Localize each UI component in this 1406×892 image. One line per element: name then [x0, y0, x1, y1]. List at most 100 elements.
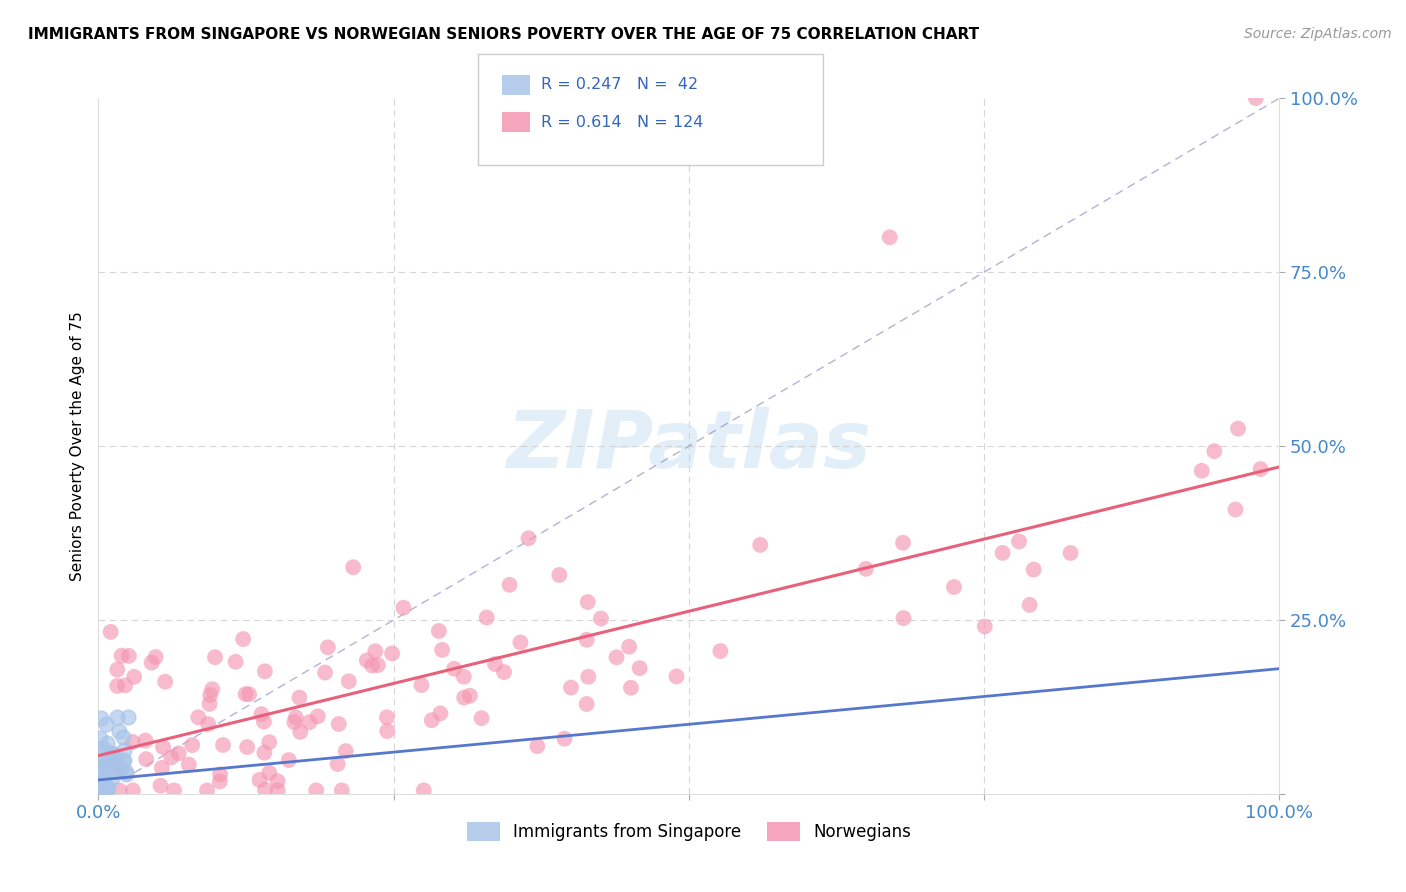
Point [342, 560, 364, 574]
Point [290, 725, 312, 739]
Point [259, 765, 281, 780]
Point [212, 738, 235, 752]
Point [225, 655, 247, 669]
Point [167, 747, 190, 761]
Point [101, 746, 124, 760]
Point [97, 780, 120, 795]
Point [517, 531, 540, 545]
Point [1191, 464, 1213, 478]
Point [471, 711, 494, 725]
Point [93, 781, 115, 796]
Point [560, 681, 582, 695]
Point [575, 697, 598, 711]
Point [89, 775, 111, 789]
Point [973, 619, 995, 633]
Point [253, 746, 276, 760]
Point [475, 610, 498, 624]
Point [367, 658, 389, 673]
Point [284, 710, 307, 724]
Point [105, 679, 128, 693]
Point [283, 715, 305, 730]
Point [628, 661, 651, 675]
Point [111, 648, 134, 663]
Point [337, 674, 360, 689]
Point [96, 736, 118, 750]
Point [112, 743, 135, 757]
Point [110, 761, 132, 775]
Point [209, 767, 232, 781]
Point [118, 648, 141, 663]
Text: R = 0.247   N =  42: R = 0.247 N = 42 [541, 78, 699, 92]
Point [893, 611, 915, 625]
Point [307, 709, 329, 723]
Point [575, 632, 598, 647]
Point [288, 690, 311, 705]
Point [381, 646, 404, 660]
Point [1244, 91, 1267, 105]
Point [94, 786, 117, 800]
Point [991, 546, 1014, 560]
Point [160, 750, 183, 764]
Point [117, 710, 139, 724]
Point [498, 578, 520, 592]
Point [249, 772, 271, 787]
Point [111, 730, 134, 744]
Point [96, 781, 118, 796]
Point [103, 758, 125, 772]
Point [90, 778, 112, 792]
Point [1225, 502, 1247, 516]
Point [1059, 546, 1081, 560]
Point [93, 760, 115, 774]
Point [122, 783, 145, 797]
Point [617, 640, 640, 654]
Point [1008, 534, 1031, 549]
Point [266, 774, 288, 789]
Point [589, 611, 612, 625]
Point [93, 768, 115, 782]
Point [112, 753, 135, 767]
Point [267, 783, 290, 797]
Point [277, 753, 299, 767]
Point [177, 757, 200, 772]
Text: ZIPatlas: ZIPatlas [506, 407, 872, 485]
Point [328, 717, 350, 731]
Point [90, 710, 112, 724]
Point [89, 731, 111, 746]
Point [150, 761, 173, 775]
Point [163, 783, 186, 797]
Point [253, 665, 276, 679]
Point [152, 740, 174, 755]
Point [90, 769, 112, 783]
Point [316, 640, 339, 655]
Text: IMMIGRANTS FROM SINGAPORE VS NORWEGIAN SENIORS POVERTY OVER THE AGE OF 75 CORREL: IMMIGRANTS FROM SINGAPORE VS NORWEGIAN S… [28, 27, 979, 42]
Point [1018, 598, 1040, 612]
Legend: Immigrants from Singapore, Norwegians: Immigrants from Singapore, Norwegians [460, 815, 918, 848]
Point [90, 775, 112, 789]
Point [204, 650, 226, 665]
Point [134, 733, 156, 747]
Point [105, 753, 128, 767]
Point [208, 774, 231, 789]
Point [149, 779, 172, 793]
Point [709, 644, 731, 658]
Point [187, 710, 209, 724]
Point [100, 771, 122, 785]
Point [375, 710, 398, 724]
Point [1204, 444, 1226, 458]
Point [198, 688, 221, 702]
Point [427, 624, 450, 638]
Point [326, 757, 349, 772]
Point [458, 689, 481, 703]
Point [879, 230, 901, 244]
Point [93, 741, 115, 756]
Point [198, 697, 221, 711]
Point [492, 665, 515, 679]
Point [105, 663, 128, 677]
Point [356, 653, 378, 667]
Point [115, 767, 138, 781]
Text: Source: ZipAtlas.com: Source: ZipAtlas.com [1244, 27, 1392, 41]
Point [453, 690, 475, 705]
Point [108, 724, 131, 739]
Point [1022, 563, 1045, 577]
Point [576, 670, 599, 684]
